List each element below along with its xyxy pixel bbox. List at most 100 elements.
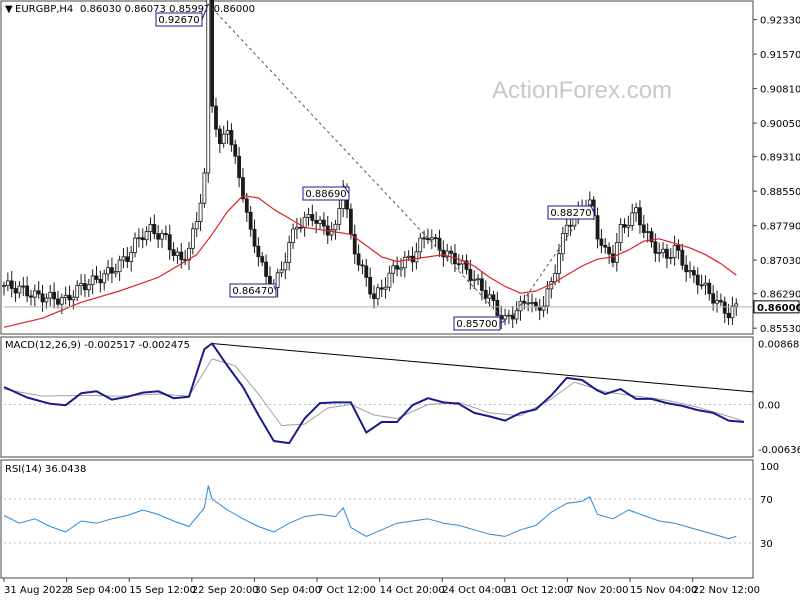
candle-body [298, 226, 303, 229]
macd-plot [3, 342, 754, 445]
candle-body [372, 293, 376, 300]
price-plot: 0.92670 0.88690 0.86470 0.85700 0.88270 [2, 0, 753, 331]
candle-body [718, 300, 723, 303]
candle-body [429, 237, 434, 241]
candle-body [722, 301, 727, 314]
rsi-header: RSI(14) 36.0438 [5, 464, 86, 475]
candle-body [171, 249, 176, 256]
candle-body [607, 246, 612, 255]
time-tick-label: 15 Sep 12:00 [129, 585, 196, 596]
candle-body [144, 231, 149, 241]
candle-body [233, 144, 238, 157]
candle-body [206, 0, 211, 174]
candle-body [383, 286, 388, 290]
candle-body [244, 198, 249, 213]
moving-average-line [3, 195, 737, 328]
price-tick-label: 0.88550 [760, 187, 800, 198]
candle-body [375, 287, 380, 300]
candle-body [2, 285, 6, 287]
time-tick-label: 24 Oct 04:00 [442, 585, 507, 596]
candle-body [202, 172, 207, 204]
candle-body [688, 270, 692, 273]
candle-body [468, 269, 473, 281]
candle-body [302, 216, 307, 229]
candle-body [665, 248, 669, 259]
candle-body [634, 207, 638, 214]
candle-body [71, 296, 76, 301]
time-tick-label: 31 Oct 12:00 [505, 585, 570, 596]
price-annotation-label: 0.88270 [550, 208, 591, 219]
candle-body [140, 237, 145, 241]
rsi-plot [3, 485, 753, 544]
candle-body [449, 250, 453, 254]
candle-body [133, 237, 137, 253]
price-tick-label: 0.87790 [760, 222, 800, 233]
candle-body [641, 224, 646, 233]
candle-body [225, 130, 230, 135]
candle-body [237, 155, 242, 179]
candle-body [121, 256, 126, 261]
candle-body [314, 220, 319, 224]
candle-body [522, 301, 527, 304]
candle-body [483, 289, 488, 299]
candle-body [356, 253, 361, 266]
rsi-panel [0, 459, 754, 579]
candle-body [318, 219, 322, 224]
candle-body [514, 310, 519, 320]
candle-body [152, 223, 157, 235]
watermark: ActionForex.com [492, 77, 672, 104]
candle-body [25, 285, 30, 297]
macd-tick-label: 0.008686 [758, 340, 800, 351]
candle-body [210, 0, 215, 107]
candle-body [117, 259, 122, 273]
candle-body [21, 285, 26, 288]
candle-body [557, 253, 561, 274]
candle-body [630, 212, 635, 226]
rsi-tick-label: 70 [760, 495, 773, 506]
candle-body [414, 251, 419, 263]
candle-body [321, 219, 326, 227]
dropdown-arrow-icon[interactable]: ▼ [5, 4, 13, 15]
candle-body [560, 232, 565, 255]
candle-body [730, 305, 735, 319]
candle-body [495, 300, 500, 316]
candle-body [680, 249, 685, 266]
time-tick-label: 14 Oct 20:00 [380, 585, 445, 596]
candle-body [695, 274, 700, 286]
candle-body [36, 290, 41, 295]
price-tick-label: 0.85530 [760, 324, 800, 335]
candle-body [626, 224, 631, 228]
price-annotation-label: 0.88690 [305, 189, 346, 200]
candle-body [179, 251, 184, 261]
candle-body [395, 265, 400, 270]
candle-body [476, 278, 480, 281]
candle-body [348, 208, 353, 235]
candle-body [422, 237, 427, 240]
candle-body [94, 275, 99, 280]
annotation-connector [201, 3, 209, 20]
candle-body [67, 294, 72, 301]
candle-body [333, 223, 338, 231]
candle-body [163, 233, 168, 236]
candle-body [611, 253, 615, 263]
candle-body [668, 257, 673, 259]
candle-body [368, 277, 373, 295]
price-tick-label: 0.91570 [760, 50, 800, 61]
candle-body [9, 280, 14, 289]
macd-signal-line [3, 358, 745, 426]
candle-body [599, 238, 604, 246]
candle-body [102, 273, 107, 284]
rsi-tick-label: 100 [760, 462, 779, 473]
candle-body [32, 290, 37, 298]
candle-body [275, 272, 280, 288]
macd-line [3, 342, 745, 445]
candle-body [456, 263, 461, 266]
candle-body [603, 245, 608, 248]
candle-body [194, 221, 199, 230]
candle-body [44, 297, 49, 303]
candle-body [136, 237, 141, 240]
candle-body [545, 288, 550, 307]
candle-body [83, 283, 87, 291]
candle-body [437, 237, 442, 251]
price-annotation-label: 0.86470 [232, 286, 273, 297]
